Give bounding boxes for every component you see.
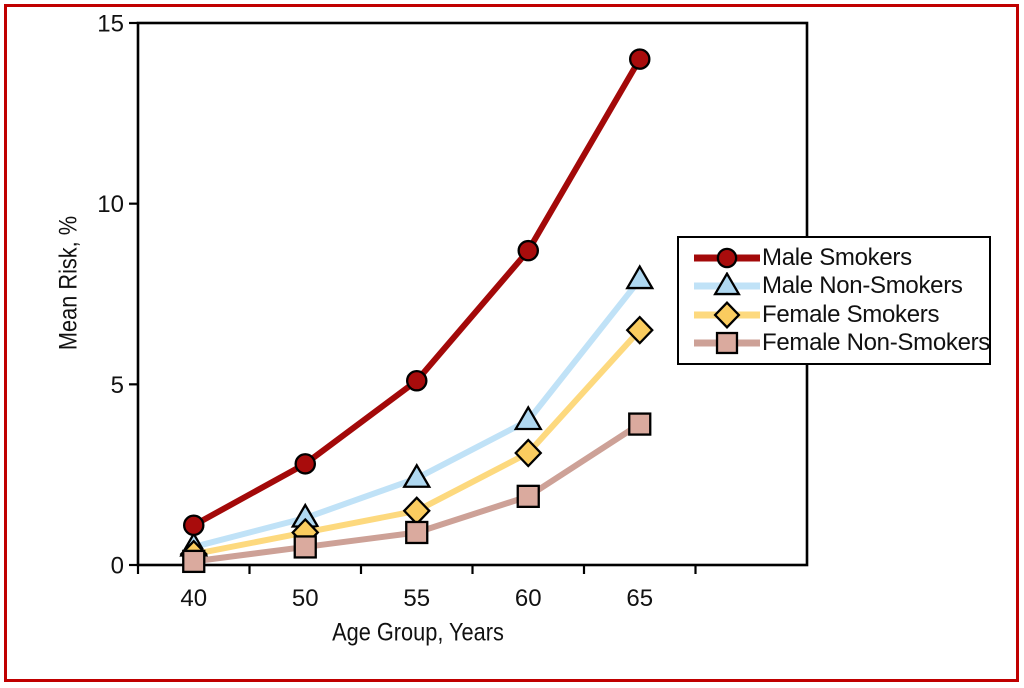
legend-label-male-non-smokers: Male Non-Smokers [762,272,963,300]
legend-item-female-non-smokers: Female Non-Smokers [694,329,991,358]
x-tick-label: 50 [292,585,319,612]
male-smokers-swatch-icon [694,247,760,268]
female-smokers-swatch-icon [694,300,760,329]
male-smokers-marker [405,369,428,392]
male-non-smokers-swatch-icon [694,272,760,296]
legend: Male Smokers Male Non-Smokers Female Smo… [677,236,991,365]
female-non-smokers-swatch-icon [694,332,760,355]
y-axis-title: Mean Risk, % [54,215,83,351]
female-non-smokers-series [182,412,652,574]
male-non-smokers-legend-marker [713,272,741,296]
y-tick-label: 10 [97,191,124,218]
legend-item-male-non-smokers: Male Non-Smokers [694,272,989,301]
female-smokers-marker [514,438,543,468]
male-smokers-marker [294,453,316,475]
x-tick-label: 55 [403,585,430,612]
x-tick-label: 65 [626,585,653,612]
female-non-smokers-marker [293,535,317,559]
male-smokers-marker [182,514,205,537]
x-tick-label: 40 [180,585,207,612]
legend-item-female-smokers: Female Smokers [694,300,989,330]
x-tick-label: 60 [515,585,542,612]
legend-label-female-smokers: Female Smokers [762,300,940,328]
male-smokers-marker [629,48,651,70]
female-non-smokers-marker [516,484,540,508]
legend-label-male-smokers: Male Smokers [762,243,912,271]
male-smokers-marker [517,239,540,262]
female-smokers-marker [402,496,431,526]
male-smokers-legend-marker [716,247,738,268]
female-non-smokers-marker [182,549,206,574]
female-non-smokers-marker [405,520,429,545]
female-non-smokers-marker [628,412,652,436]
legend-label-female-non-smokers: Female Non-Smokers [762,329,991,357]
male-non-smokers-marker [513,405,543,431]
male-smokers-series [182,48,651,537]
y-tick-label: 15 [97,11,124,38]
male-smokers-line [190,56,643,529]
x-axis-title: Age Group, Years [332,618,504,647]
female-non-smokers-legend-marker [715,332,739,355]
y-tick-label: 5 [111,372,124,399]
female-smokers-legend-marker [713,300,741,329]
legend-item-male-smokers: Male Smokers [694,243,989,272]
male-non-smokers-marker [625,264,655,290]
male-non-smokers-marker [402,462,432,488]
female-smokers-marker [625,315,654,345]
y-tick-label: 0 [111,553,124,580]
